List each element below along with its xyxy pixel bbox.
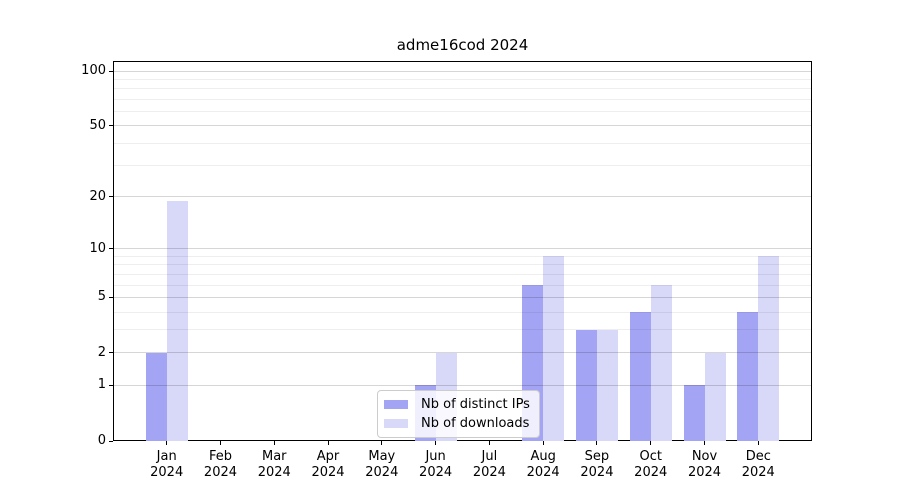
x-tick-label-jun: Jun 2024 <box>419 449 453 480</box>
x-tick-label-nov: Nov 2024 <box>687 449 722 480</box>
x-tick-mark <box>488 441 490 445</box>
bar-distinct-ips-sep <box>575 329 597 441</box>
x-tick-label-may: May 2024 <box>365 449 399 480</box>
bar-distinct-ips-jan <box>145 352 167 441</box>
gridline-minor <box>114 255 811 257</box>
gridline-major <box>114 352 811 354</box>
y-tick-mark <box>109 440 113 442</box>
y-tick-label: 0 <box>97 433 106 448</box>
gridline-minor <box>114 78 811 80</box>
x-tick-mark <box>219 441 221 445</box>
gridline-major <box>114 70 811 72</box>
bar-distinct-ips-dec <box>737 312 759 441</box>
legend-label-downloads: Nb of downloads <box>421 415 530 431</box>
x-tick-label-feb: Feb 2024 <box>203 449 238 480</box>
x-tick-label-apr: Apr 2024 <box>311 449 345 480</box>
gridline-minor <box>114 111 811 113</box>
x-tick-label-aug: Aug 2024 <box>526 449 560 480</box>
legend-swatch-distinct-ips-icon <box>384 400 408 409</box>
y-tick-mark <box>109 296 113 298</box>
legend-swatch-downloads-icon <box>384 419 408 428</box>
x-tick-mark <box>650 441 652 445</box>
bar-downloads-sep <box>596 329 618 441</box>
gridline-minor <box>114 142 811 144</box>
x-tick-mark <box>327 441 329 445</box>
x-tick-label-jan: Jan 2024 <box>150 449 184 480</box>
bar-downloads-dec <box>758 256 780 441</box>
chart-title: adme16cod 2024 <box>396 36 529 54</box>
x-tick-mark <box>166 441 168 445</box>
y-tick-mark <box>109 352 113 354</box>
y-tick-mark <box>109 248 113 250</box>
bar-distinct-ips-nov <box>683 385 705 441</box>
gridline-minor <box>114 329 811 331</box>
bar-downloads-aug <box>543 256 565 441</box>
x-tick-mark <box>273 441 275 445</box>
gridline-minor <box>114 311 811 313</box>
y-tick-label: 50 <box>89 117 106 133</box>
gridline-minor <box>114 284 811 286</box>
gridline-minor <box>114 165 811 167</box>
x-tick-label-sep: Sep 2024 <box>580 449 614 480</box>
bar-downloads-nov <box>704 352 726 441</box>
gridline-minor <box>114 88 811 90</box>
gridline-minor <box>114 273 811 275</box>
gridline-major <box>114 125 811 127</box>
legend-label-distinct-ips: Nb of distinct IPs <box>421 396 530 412</box>
y-tick-mark <box>109 125 113 127</box>
x-tick-mark <box>596 441 598 445</box>
x-tick-label-jul: Jul 2024 <box>472 449 506 480</box>
legend-item-downloads: Nb of downloads <box>384 415 530 431</box>
y-tick-label: 1 <box>97 377 106 393</box>
x-tick-label-oct: Oct 2024 <box>634 449 668 480</box>
x-tick-mark <box>757 441 759 445</box>
y-tick-mark <box>109 384 113 386</box>
x-tick-mark <box>381 441 383 445</box>
x-tick-label-mar: Mar 2024 <box>257 449 291 480</box>
bar-distinct-ips-oct <box>629 312 651 441</box>
x-tick-mark <box>542 441 544 445</box>
plot-area <box>113 61 812 441</box>
legend: Nb of distinct IPs Nb of downloads <box>377 390 540 438</box>
y-tick-mark <box>109 70 113 72</box>
y-tick-label: 100 <box>81 63 106 79</box>
y-tick-label: 2 <box>97 344 106 360</box>
y-tick-label: 20 <box>89 188 106 204</box>
bar-downloads-jan <box>166 200 188 441</box>
x-tick-mark <box>435 441 437 445</box>
x-tick-label-dec: Dec 2024 <box>741 449 775 480</box>
bar-downloads-oct <box>650 285 672 441</box>
gridline-minor <box>114 98 811 100</box>
gridline-major <box>114 248 811 250</box>
y-tick-label: 10 <box>89 240 106 256</box>
x-tick-mark <box>704 441 705 445</box>
legend-item-distinct-ips: Nb of distinct IPs <box>384 396 530 412</box>
gridline-major <box>114 384 811 386</box>
gridline-minor <box>114 264 811 266</box>
y-tick-label: 5 <box>97 289 106 305</box>
gridline-major <box>114 296 811 298</box>
y-tick-mark <box>109 196 113 198</box>
gridline-major <box>114 196 811 198</box>
